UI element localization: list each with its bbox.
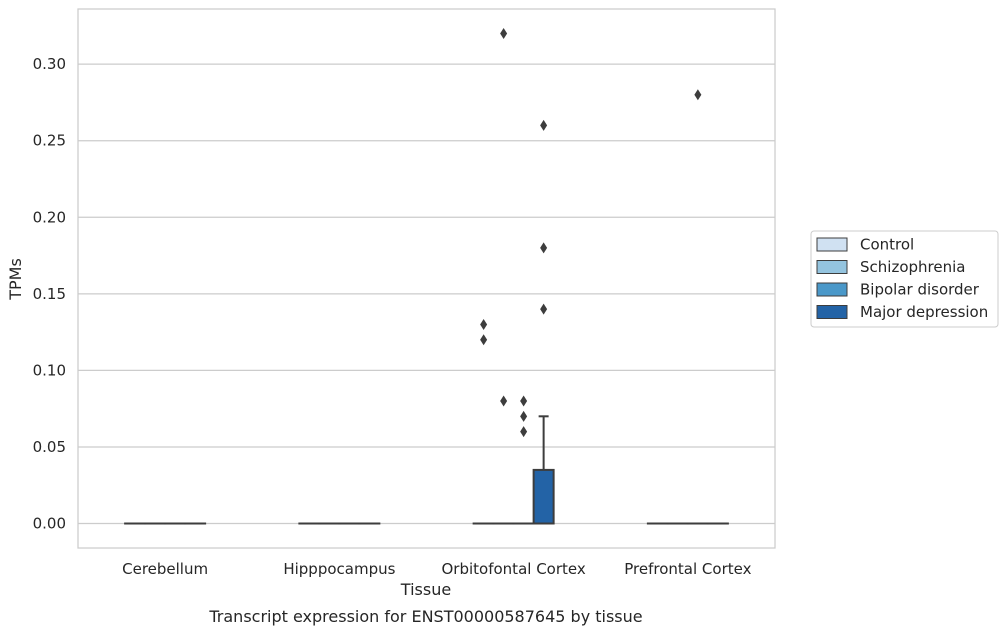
outlier-point: [480, 319, 487, 330]
outlier-point: [500, 396, 507, 407]
legend-label: Control: [860, 236, 914, 254]
x-tick-labels: Cerebellum Hipppocampus Orbitofontal Corte…: [122, 560, 751, 578]
outlier-point: [540, 304, 547, 315]
legend-swatch: [817, 238, 847, 251]
legend-label: Major depression: [860, 303, 988, 321]
box-group: [534, 120, 554, 524]
plot-frame: [78, 9, 775, 548]
outlier-point: [520, 411, 527, 422]
box-group: [474, 319, 494, 524]
y-tick-label: 0.20: [33, 208, 66, 226]
grid-layer: [78, 64, 775, 523]
outlier-point: [500, 28, 507, 39]
outlier-point: [694, 89, 701, 100]
legend-swatch: [817, 283, 847, 296]
x-tick-label: Cerebellum: [122, 560, 208, 578]
y-tick-label: 0.00: [33, 515, 66, 533]
box-layer: [125, 28, 728, 524]
y-tick-label: 0.30: [33, 55, 66, 73]
box-group: [514, 396, 534, 524]
outlier-point: [520, 396, 527, 407]
legend: Control Schizophrenia Bipolar disorder Majo…: [811, 231, 998, 327]
x-tick-label: Orbitofontal Cortex: [442, 560, 586, 578]
x-tick-label: Prefrontal Cortex: [624, 560, 751, 578]
box-rect: [534, 470, 554, 524]
outlier-point: [540, 242, 547, 253]
box-group: [494, 28, 514, 524]
legend-swatch: [817, 306, 847, 319]
x-tick-label: Hipppocampus: [283, 560, 395, 578]
legend-swatch: [817, 261, 847, 274]
legend-label: Bipolar disorder: [860, 281, 980, 299]
y-tick-label: 0.25: [33, 132, 66, 150]
box-group: [688, 89, 708, 523]
x-axis-label: Tissue: [400, 580, 451, 599]
chart-title: Transcript expression for ENST0000058764…: [208, 607, 642, 626]
y-tick-label: 0.15: [33, 285, 66, 303]
legend-label: Schizophrenia: [860, 258, 965, 276]
y-tick-labels: 0.00 0.05 0.10 0.15 0.20 0.25 0.30: [33, 55, 66, 532]
y-axis-label: TPMs: [6, 258, 25, 301]
y-tick-label: 0.05: [33, 438, 66, 456]
outlier-point: [540, 120, 547, 131]
outlier-point: [520, 426, 527, 437]
outlier-point: [480, 334, 487, 345]
y-tick-label: 0.10: [33, 361, 66, 379]
